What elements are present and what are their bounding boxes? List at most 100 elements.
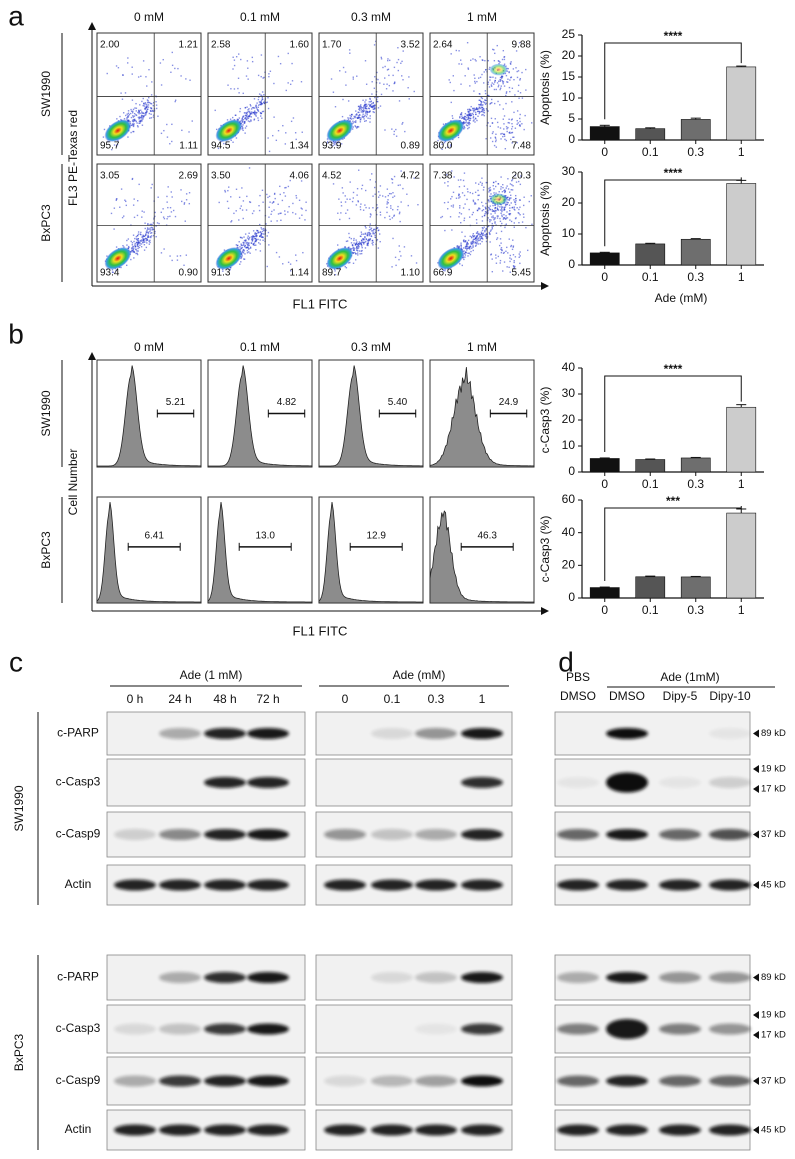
event-dot (104, 129, 105, 130)
event-dot (473, 212, 474, 213)
event-dot (142, 113, 143, 114)
event-dot (493, 83, 494, 84)
event-dot (348, 233, 349, 234)
event-dot (402, 122, 403, 123)
band (204, 1024, 246, 1035)
event-dot (136, 121, 137, 122)
event-dot (224, 190, 225, 191)
event-dot (249, 112, 250, 113)
event-dot (276, 140, 277, 141)
event-dot (240, 208, 241, 209)
event-dot (177, 255, 178, 256)
event-dot (291, 121, 292, 122)
event-dot (280, 63, 281, 64)
band (461, 1024, 503, 1035)
lane-label: Dipy-10 (709, 689, 751, 703)
event-dot (370, 216, 371, 217)
event-dot (490, 137, 491, 138)
event-dot (494, 222, 495, 223)
band (204, 728, 246, 739)
event-dot (511, 221, 512, 222)
event-dot (243, 236, 244, 237)
event-dot (249, 114, 250, 115)
event-dot (479, 240, 480, 241)
event-dot (154, 212, 155, 213)
event-dot (146, 247, 147, 248)
event-dot (247, 246, 248, 247)
event-dot (374, 97, 375, 98)
event-dot (495, 139, 496, 140)
event-dot (484, 231, 485, 232)
quadrant-value: 7.38 (433, 171, 453, 182)
error-bar (736, 405, 746, 408)
event-dot (137, 126, 138, 127)
event-dot (474, 109, 475, 110)
event-dot (453, 176, 454, 177)
event-dot (493, 49, 494, 50)
event-dot (356, 243, 357, 244)
event-dot (171, 211, 172, 212)
panel-label: c (9, 646, 23, 677)
event-dot (502, 136, 503, 137)
event-dot (268, 232, 269, 233)
event-dot (263, 94, 264, 95)
event-dot (131, 117, 132, 118)
event-dot (352, 244, 353, 245)
event-dot (464, 203, 465, 204)
event-dot (495, 138, 496, 139)
event-dot (353, 192, 354, 193)
band (247, 1076, 289, 1087)
event-dot (186, 193, 187, 194)
dot-plot (430, 164, 534, 282)
event-dot (234, 59, 235, 60)
event-dot (167, 186, 168, 187)
event-dot (470, 251, 471, 252)
event-dot (365, 226, 366, 227)
event-dot (470, 236, 471, 237)
event-dot (243, 200, 244, 201)
event-dot (499, 79, 500, 80)
event-dot (250, 119, 251, 120)
event-dot (491, 99, 492, 100)
event-dot (386, 212, 387, 213)
band (324, 880, 366, 891)
event-dot (124, 200, 125, 201)
event-dot (458, 197, 459, 198)
event-dot (257, 117, 258, 118)
event-dot (502, 59, 503, 60)
event-dot (499, 191, 500, 192)
event-dot (150, 232, 151, 233)
event-dot (138, 117, 139, 118)
event-dot (452, 115, 453, 116)
event-dot (504, 261, 505, 262)
event-dot (127, 113, 128, 114)
event-dot (461, 115, 462, 116)
band (415, 972, 457, 983)
event-dot (458, 63, 459, 64)
event-dot (506, 247, 507, 248)
event-dot (302, 132, 303, 133)
event-dot (133, 241, 134, 242)
event-dot (505, 95, 506, 96)
event-dot (494, 212, 495, 213)
event-dot (515, 218, 516, 219)
event-dot (497, 101, 498, 102)
event-dot (469, 120, 470, 121)
event-dot (148, 228, 149, 229)
event-dot (371, 173, 372, 174)
event-dot (497, 205, 498, 206)
band (114, 1076, 156, 1087)
event-dot (373, 106, 374, 107)
event-dot (363, 118, 364, 119)
event-dot (485, 69, 486, 70)
event-dot (260, 250, 261, 251)
event-dot (402, 188, 403, 189)
event-dot (351, 242, 352, 243)
event-dot (363, 109, 364, 110)
event-dot (511, 132, 512, 133)
event-dot (262, 240, 263, 241)
event-dot (497, 209, 498, 210)
event-dot (518, 122, 519, 123)
event-dot (509, 191, 510, 192)
event-dot (503, 123, 504, 124)
